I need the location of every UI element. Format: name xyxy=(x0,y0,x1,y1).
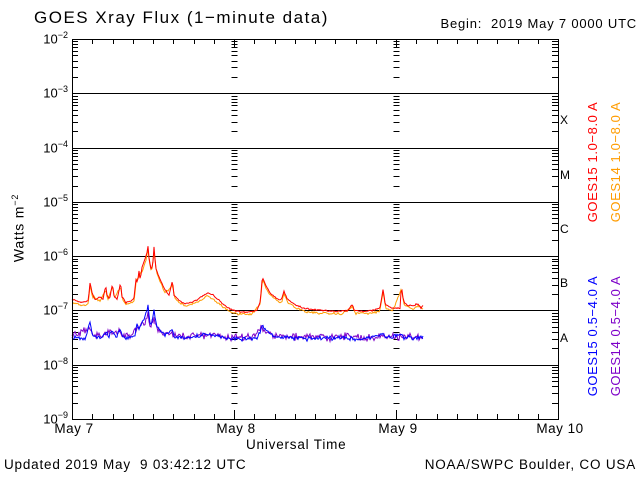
legend-goes14-1-0-8-0-a: GOES14 1.0−8.0 A xyxy=(608,101,623,223)
x-tick-label-may-10: May 10 xyxy=(536,421,584,436)
begin-time-label: Begin: 2019 May 7 0000 UTC xyxy=(440,16,637,31)
y-tick-label-1e-6: 10−6 xyxy=(43,247,68,264)
y-tick-label-1e-7: 10−7 xyxy=(43,301,68,318)
source-attribution: NOAA/SWPC Boulder, CO USA xyxy=(424,457,636,472)
y-tick-label-1e-2: 10−2 xyxy=(43,30,68,47)
y-tick-label-1e-4: 10−4 xyxy=(43,138,68,155)
y-tick-label-1e-9: 10−9 xyxy=(43,410,68,427)
y-axis-title-exponent: −2 xyxy=(10,193,20,206)
legend-goes14-0-5-4-0-a: GOES14 0.5−4.0 A xyxy=(608,275,623,397)
y-axis-title-base: Watts m xyxy=(10,205,27,263)
flare-class-x: X xyxy=(560,113,569,128)
day-boundary-dashed-lines xyxy=(231,41,400,404)
updated-timestamp: Updated 2019 May 9 03:42:12 UTC xyxy=(4,457,247,472)
flare-class-m: M xyxy=(560,167,570,182)
flare-class-c: C xyxy=(560,222,569,236)
series-goes14-1-0-8-0-a xyxy=(71,249,424,316)
series-goes15-1-0-8-0-a xyxy=(71,246,424,314)
series-goes15-0-5-4-0-a xyxy=(71,304,424,343)
x-tick-label-may-8: May 8 xyxy=(216,421,256,436)
x-axis-title: Universal Time xyxy=(246,437,347,452)
axis-ticks xyxy=(72,39,558,419)
legend-goes15-1-0-8-0-a: GOES15 1.0−8.0 A xyxy=(585,101,600,223)
plot-border xyxy=(72,39,559,420)
y-tick-label-1e-3: 10−3 xyxy=(43,84,68,101)
flare-class-a: A xyxy=(560,330,569,345)
flare-class-b: B xyxy=(560,276,569,291)
x-tick-label-may-9: May 9 xyxy=(378,421,418,436)
legend-goes15-0-5-4-0-a: GOES15 0.5−4.0 A xyxy=(585,275,600,397)
y-tick-label-1e-8: 10−8 xyxy=(43,355,68,373)
y-tick-label-1e-5: 10−5 xyxy=(43,192,68,210)
y-axis-title: Watts m−2 xyxy=(10,163,27,293)
chart-title: GOES Xray Flux (1−minute data) xyxy=(34,8,329,27)
x-tick-label-may-7: May 7 xyxy=(54,421,94,436)
